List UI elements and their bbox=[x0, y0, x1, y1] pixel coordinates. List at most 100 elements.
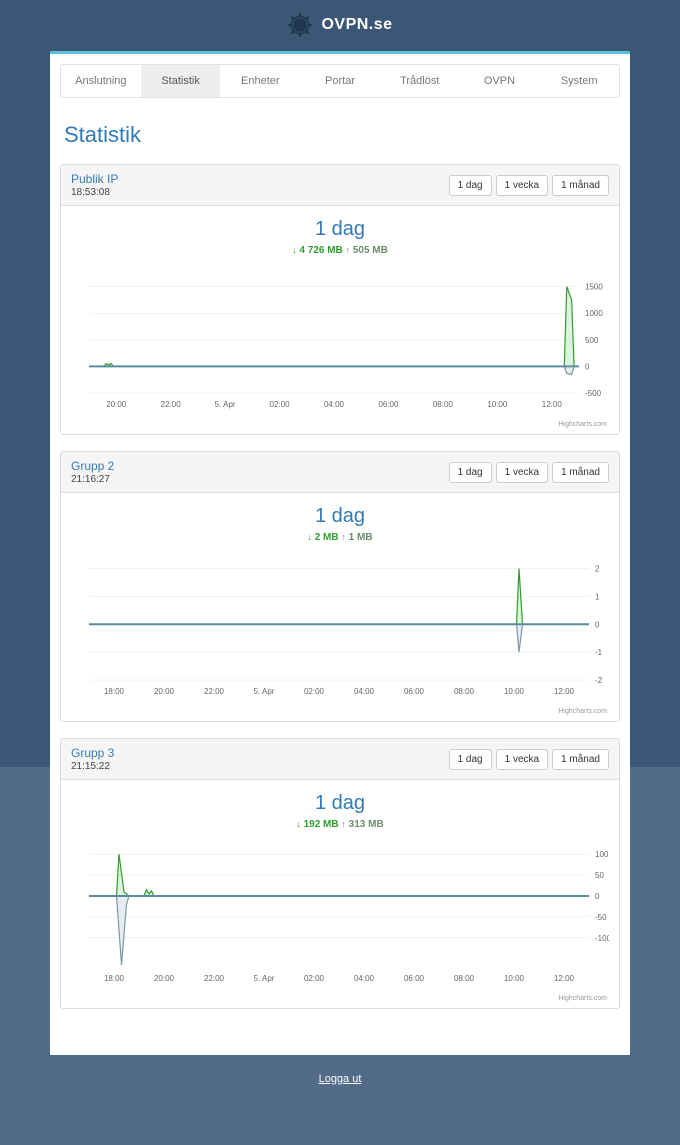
nav-tab-statistik[interactable]: Statistik bbox=[141, 65, 221, 97]
stats-panel: Grupp 221:16:271 dag1 vecka1 månad1 dag↓… bbox=[60, 451, 620, 722]
traffic-summary: ↓ 192 MB ↑ 313 MB bbox=[69, 819, 611, 830]
brand-logo: OVPN.se bbox=[287, 12, 392, 38]
svg-text:22:00: 22:00 bbox=[161, 400, 182, 409]
svg-text:02:00: 02:00 bbox=[304, 974, 325, 983]
panel-title-link[interactable]: Publik IP bbox=[71, 172, 118, 186]
svg-text:04:00: 04:00 bbox=[354, 974, 375, 983]
arrow-down-icon: ↓ bbox=[307, 532, 312, 542]
download-stat: ↓ 4 726 MB bbox=[292, 245, 343, 256]
range-button[interactable]: 1 dag bbox=[449, 749, 492, 770]
panel-timestamp: 18:53:08 bbox=[71, 187, 118, 198]
svg-text:2: 2 bbox=[595, 565, 600, 574]
range-button[interactable]: 1 månad bbox=[552, 462, 609, 483]
svg-text:5. Apr: 5. Apr bbox=[254, 974, 275, 983]
footer: Logga ut bbox=[0, 1055, 680, 1095]
range-button-group: 1 dag1 vecka1 månad bbox=[449, 749, 609, 770]
svg-text:1000: 1000 bbox=[585, 309, 603, 318]
traffic-chart: 100500-50-10018:0020:0022:005. Apr02:000… bbox=[69, 842, 611, 1002]
nav-tab-trådlöst[interactable]: Trådlöst bbox=[380, 65, 460, 97]
traffic-chart: 150010005000-50020:0022:005. Apr02:0004:… bbox=[69, 268, 611, 428]
panel-title-link[interactable]: Grupp 2 bbox=[71, 459, 114, 473]
svg-text:1500: 1500 bbox=[585, 283, 603, 292]
svg-text:02:00: 02:00 bbox=[270, 400, 291, 409]
logout-link[interactable]: Logga ut bbox=[319, 1073, 362, 1085]
svg-text:10:00: 10:00 bbox=[504, 974, 525, 983]
panel-title-link[interactable]: Grupp 3 bbox=[71, 746, 114, 760]
period-title: 1 dag bbox=[69, 505, 611, 528]
nav-tab-system[interactable]: System bbox=[539, 65, 619, 97]
topbar: OVPN.se bbox=[0, 0, 680, 51]
range-button[interactable]: 1 dag bbox=[449, 175, 492, 196]
svg-text:04:00: 04:00 bbox=[354, 687, 375, 696]
svg-text:-1: -1 bbox=[595, 648, 603, 657]
panel-heading: Publik IP18:53:08 1 dag1 vecka1 månad bbox=[61, 165, 619, 206]
nav-tab-ovpn[interactable]: OVPN bbox=[460, 65, 540, 97]
brand-name: OVPN.se bbox=[321, 16, 392, 34]
upload-stat: ↑ 313 MB bbox=[341, 819, 383, 830]
svg-text:06:00: 06:00 bbox=[404, 974, 425, 983]
traffic-summary: ↓ 2 MB ↑ 1 MB bbox=[69, 532, 611, 543]
panel-timestamp: 21:16:27 bbox=[71, 474, 114, 485]
svg-text:0: 0 bbox=[585, 362, 590, 371]
arrow-up-icon: ↑ bbox=[346, 245, 351, 255]
range-button[interactable]: 1 vecka bbox=[496, 175, 548, 196]
page-title: Statistik bbox=[64, 122, 616, 148]
stats-panel: Grupp 321:15:221 dag1 vecka1 månad1 dag↓… bbox=[60, 738, 620, 1009]
range-button-group: 1 dag1 vecka1 månad bbox=[449, 175, 609, 196]
arrow-up-icon: ↑ bbox=[341, 532, 346, 542]
svg-text:12:00: 12:00 bbox=[554, 687, 575, 696]
svg-text:10:00: 10:00 bbox=[504, 687, 525, 696]
range-button[interactable]: 1 dag bbox=[449, 462, 492, 483]
svg-text:12:00: 12:00 bbox=[542, 400, 563, 409]
svg-text:10:00: 10:00 bbox=[487, 400, 508, 409]
svg-text:22:00: 22:00 bbox=[204, 974, 225, 983]
range-button[interactable]: 1 månad bbox=[552, 749, 609, 770]
svg-text:20:00: 20:00 bbox=[154, 687, 175, 696]
panel-body: 1 dag↓ 192 MB ↑ 313 MB100500-50-10018:00… bbox=[61, 780, 619, 1008]
svg-text:100: 100 bbox=[595, 850, 609, 859]
svg-text:18:00: 18:00 bbox=[104, 974, 125, 983]
chart-credit: Highcharts.com bbox=[558, 708, 607, 715]
download-stat: ↓ 2 MB bbox=[307, 532, 338, 543]
chart-credit: Highcharts.com bbox=[558, 421, 607, 428]
svg-text:500: 500 bbox=[585, 336, 599, 345]
svg-text:20:00: 20:00 bbox=[154, 974, 175, 983]
traffic-chart: 210-1-218:0020:0022:005. Apr02:0004:0006… bbox=[69, 555, 611, 715]
main-nav: AnslutningStatistikEnheterPortarTrådlöst… bbox=[60, 64, 620, 98]
svg-text:18:00: 18:00 bbox=[104, 687, 125, 696]
arrow-down-icon: ↓ bbox=[292, 245, 297, 255]
chart-credit: Highcharts.com bbox=[558, 995, 607, 1002]
period-title: 1 dag bbox=[69, 218, 611, 241]
upload-stat: ↑ 1 MB bbox=[341, 532, 372, 543]
nav-tab-portar[interactable]: Portar bbox=[300, 65, 380, 97]
gear-badge-icon bbox=[287, 12, 313, 38]
arrow-up-icon: ↑ bbox=[341, 819, 346, 829]
svg-text:-50: -50 bbox=[595, 913, 607, 922]
range-button-group: 1 dag1 vecka1 månad bbox=[449, 462, 609, 483]
svg-text:02:00: 02:00 bbox=[304, 687, 325, 696]
svg-text:04:00: 04:00 bbox=[324, 400, 345, 409]
svg-text:-100: -100 bbox=[595, 934, 609, 943]
arrow-down-icon: ↓ bbox=[296, 819, 301, 829]
svg-text:1: 1 bbox=[595, 592, 600, 601]
main-card: AnslutningStatistikEnheterPortarTrådlöst… bbox=[50, 51, 630, 1055]
svg-text:08:00: 08:00 bbox=[454, 687, 475, 696]
svg-text:08:00: 08:00 bbox=[454, 974, 475, 983]
stats-panel: Publik IP18:53:081 dag1 vecka1 månad1 da… bbox=[60, 164, 620, 435]
traffic-summary: ↓ 4 726 MB ↑ 505 MB bbox=[69, 245, 611, 256]
nav-tab-anslutning[interactable]: Anslutning bbox=[61, 65, 141, 97]
svg-text:-2: -2 bbox=[595, 676, 603, 685]
range-button[interactable]: 1 vecka bbox=[496, 462, 548, 483]
svg-text:06:00: 06:00 bbox=[404, 687, 425, 696]
svg-text:08:00: 08:00 bbox=[433, 400, 454, 409]
svg-text:5. Apr: 5. Apr bbox=[215, 400, 236, 409]
period-title: 1 dag bbox=[69, 792, 611, 815]
svg-text:-500: -500 bbox=[585, 389, 602, 398]
panel-heading: Grupp 321:15:221 dag1 vecka1 månad bbox=[61, 739, 619, 780]
range-button[interactable]: 1 månad bbox=[552, 175, 609, 196]
svg-text:5. Apr: 5. Apr bbox=[254, 687, 275, 696]
range-button[interactable]: 1 vecka bbox=[496, 749, 548, 770]
nav-tab-enheter[interactable]: Enheter bbox=[220, 65, 300, 97]
panel-body: 1 dag ↓ 4 726 MB ↑ 505 MB 1500 1000 500 0 -500… bbox=[61, 206, 619, 434]
panel-heading: Grupp 221:16:27 1 dag1 vecka1 månad bbox=[61, 452, 619, 493]
